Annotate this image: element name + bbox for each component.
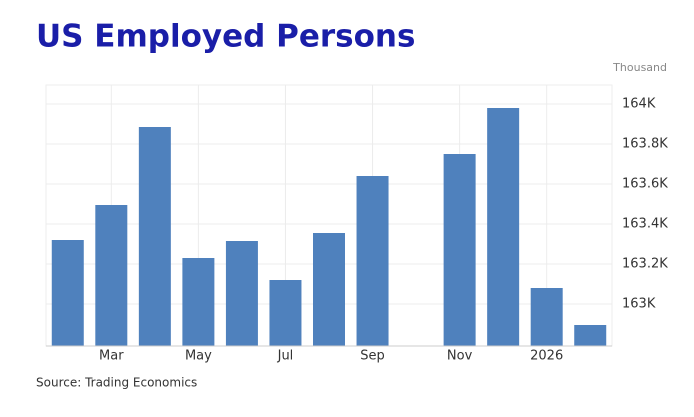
y-tick-label: 164K (622, 97, 656, 112)
x-tick-label: Nov (447, 349, 473, 364)
x-tick-label: May (185, 349, 212, 364)
y-tick-label: 163.8K (622, 137, 668, 152)
bar (356, 176, 389, 346)
x-tick-label: 2026 (530, 349, 563, 364)
bar (530, 288, 563, 346)
y-tick-label: 163.6K (622, 177, 668, 192)
x-tick-label: Sep (360, 349, 385, 364)
bar (225, 241, 258, 346)
y-tick-label: 163.2K (622, 257, 668, 272)
chart-title: US Employed Persons (36, 19, 415, 55)
source: Source: Trading Economics (36, 376, 197, 390)
x-tick-label: Jul (277, 349, 294, 364)
bar (574, 325, 607, 346)
bar (443, 154, 476, 346)
x-tick-label: Mar (99, 349, 124, 364)
bar (138, 127, 171, 346)
bar (182, 258, 215, 346)
y-tick-label: 163K (622, 297, 656, 312)
bar (269, 280, 302, 346)
unit-label: Thousand (612, 61, 667, 74)
bar (313, 233, 345, 346)
bar (51, 240, 84, 346)
bar (95, 205, 128, 346)
bar (487, 108, 520, 346)
y-tick-label: 163.4K (622, 217, 668, 232)
